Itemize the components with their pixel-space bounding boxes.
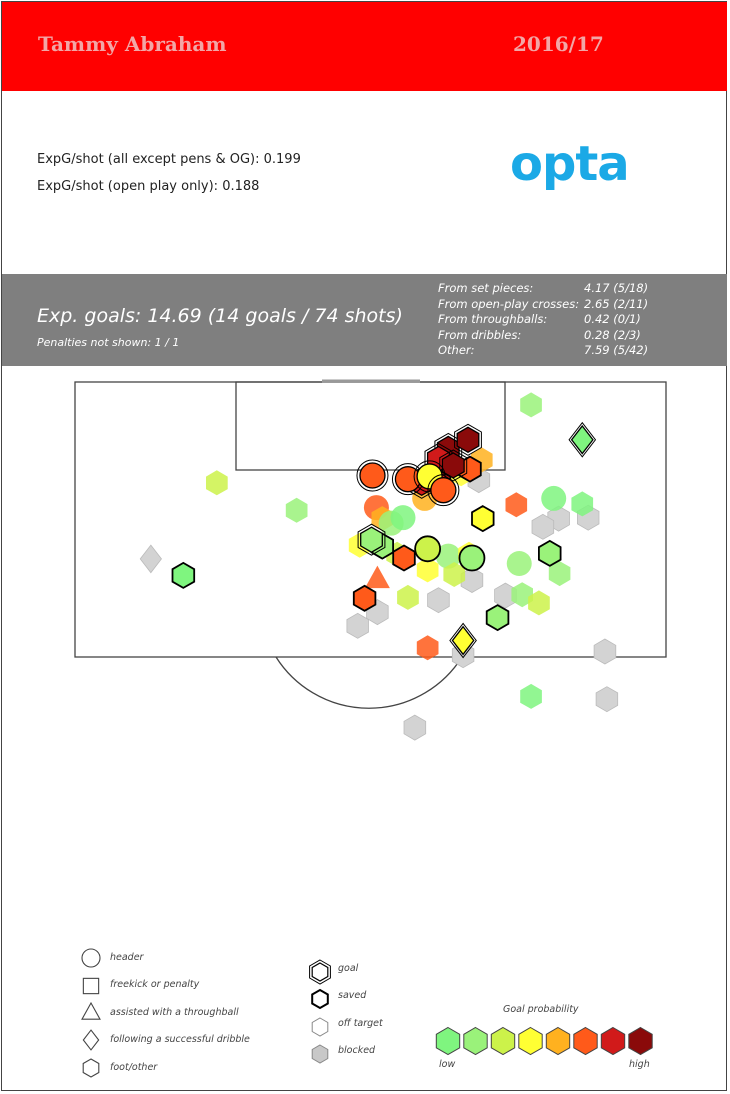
legend-label-throughball: assisted with a throughball xyxy=(110,1007,239,1018)
legend-label-goal: goal xyxy=(338,963,359,974)
breakdown-label: From open-play crosses: xyxy=(438,296,580,311)
shot-off-hexagon xyxy=(285,497,308,523)
title-bar: Tammy Abraham 2016/17 xyxy=(2,2,727,91)
shot-off-hexagon xyxy=(548,561,571,587)
shot-blocked-hexagon xyxy=(531,513,555,540)
breakdown-row: From open-play crosses: 2.65 (2/11) xyxy=(438,297,648,313)
legend-graphics xyxy=(81,948,653,1078)
breakdown-label: From dribbles: xyxy=(438,327,522,342)
shot-blocked-hexagon xyxy=(346,612,369,639)
opta-logo: opta xyxy=(510,136,630,192)
legend-blocked-icon xyxy=(311,1044,329,1064)
scale-swatch-2 xyxy=(490,1026,516,1056)
legend-label-saved: saved xyxy=(338,990,367,1001)
shot-saved-hexagon xyxy=(352,584,377,612)
shot-saved-circle xyxy=(458,544,486,572)
scale-swatch-6 xyxy=(600,1026,626,1056)
legend-label-off-target: off target xyxy=(338,1018,383,1029)
shot-off-hexagon xyxy=(416,635,439,661)
legend-saved-icon xyxy=(311,988,329,1010)
shot-off-circle xyxy=(390,505,416,531)
xg-breakdown: From set pieces: 4.17 (5/18) From open-pl… xyxy=(438,281,648,359)
shot-blocked-hexagon xyxy=(595,686,619,713)
legend-goal-outer-icon xyxy=(309,959,331,985)
breakdown-label: From throughballs: xyxy=(438,312,548,327)
breakdown-value: 7.59 (5/42) xyxy=(584,343,649,358)
shot-goal-circle xyxy=(427,474,460,507)
scale-swatch-0 xyxy=(435,1026,461,1056)
shot-off-hexagon xyxy=(520,683,542,709)
shot-off-hexagon xyxy=(505,492,528,518)
expg-per-shot-open-play: ExpG/shot (open play only): 0.188 xyxy=(37,179,260,194)
breakdown-value: 2.65 (2/11) xyxy=(584,296,649,311)
breakdown-row: From throughballs: 0.42 (0/1) xyxy=(438,312,648,328)
shot-off-circle xyxy=(506,551,532,576)
legend-label-blocked: blocked xyxy=(338,1045,376,1056)
breakdown-value: 4.17 (5/18) xyxy=(584,281,649,295)
shot-goal-diamond xyxy=(449,622,477,659)
player-name: Tammy Abraham xyxy=(38,32,227,56)
shot-blocked-diamond xyxy=(139,544,162,574)
shot-blocked-hexagon xyxy=(403,714,427,741)
shot-saved-hexagon xyxy=(538,539,562,567)
legend-label-dribble: following a successful dribble xyxy=(110,1034,250,1045)
breakdown-value: 0.28 (2/3) xyxy=(584,327,641,342)
shot-off-triangle xyxy=(364,565,390,589)
shot-off-hexagon xyxy=(528,590,550,616)
goal-probability-title: Goal probability xyxy=(503,1004,579,1015)
shots-layer xyxy=(139,392,619,741)
shot-saved-hexagon xyxy=(171,561,196,589)
shot-off-hexagon xyxy=(511,582,533,608)
shot-off-hexagon xyxy=(520,392,542,418)
expected-goals-summary: Exp. goals: 14.69 (14 goals / 74 shots) xyxy=(37,305,403,327)
breakdown-row: From dribbles: 0.28 (2/3) xyxy=(438,328,648,344)
summary-band: Exp. goals: 14.69 (14 goals / 74 shots) … xyxy=(2,274,727,366)
season-label: 2016/17 xyxy=(513,32,604,56)
breakdown-label: Other: xyxy=(438,343,475,358)
shot-saved-hexagon xyxy=(485,604,510,632)
shot-goal-diamond xyxy=(568,421,597,458)
legend-square-icon xyxy=(82,977,100,995)
legend-off-target-icon xyxy=(311,1017,329,1037)
legend-hexagon-icon xyxy=(82,1058,100,1078)
scale-high-label: high xyxy=(629,1059,650,1070)
scale-swatch-1 xyxy=(463,1026,488,1056)
shot-blocked-hexagon xyxy=(427,587,450,614)
scale-low-label: low xyxy=(439,1059,456,1070)
legend-goal-icon xyxy=(311,962,329,982)
scale-swatch-3 xyxy=(518,1026,543,1056)
legend-circle-icon xyxy=(81,948,101,968)
shot-saved-circle xyxy=(414,535,442,563)
breakdown-value: 0.42 (0/1) xyxy=(584,312,641,327)
shot-goal-hexagon xyxy=(357,523,386,556)
legend-diamond-icon xyxy=(82,1029,100,1051)
shot-off-hexagon xyxy=(443,562,466,587)
shot-off-hexagon xyxy=(571,491,594,517)
shot-saved-hexagon xyxy=(471,505,495,533)
shot-saved-hexagon xyxy=(392,544,416,572)
expg-per-shot-all: ExpG/shot (all except pens & OG): 0.199 xyxy=(37,152,301,167)
breakdown-row: From set pieces: 4.17 (5/18) xyxy=(438,281,648,297)
penalty-arc xyxy=(275,656,463,709)
legend-label-foot: foot/other xyxy=(110,1062,158,1073)
shot-off-hexagon xyxy=(397,584,419,610)
legend-label-freekick: freekick or penalty xyxy=(110,979,200,990)
breakdown-label: From set pieces: xyxy=(438,281,534,295)
shot-off-hexagon xyxy=(206,470,228,496)
scale-swatch-7 xyxy=(628,1026,653,1056)
shot-blocked-hexagon xyxy=(593,638,617,665)
shot-goal-hexagon xyxy=(454,423,482,456)
scale-swatch-5 xyxy=(573,1026,598,1056)
scale-swatch-4 xyxy=(545,1026,571,1056)
shot-off-circle xyxy=(541,485,567,511)
legend-label-header: header xyxy=(110,952,144,963)
shot-goal-circle xyxy=(356,459,389,492)
breakdown-row: Other: 7.59 (5/42) xyxy=(438,343,648,359)
legend-triangle-icon xyxy=(81,1001,101,1020)
penalties-note: Penalties not shown: 1 / 1 xyxy=(37,336,180,349)
shot-off-hexagon xyxy=(416,557,439,583)
